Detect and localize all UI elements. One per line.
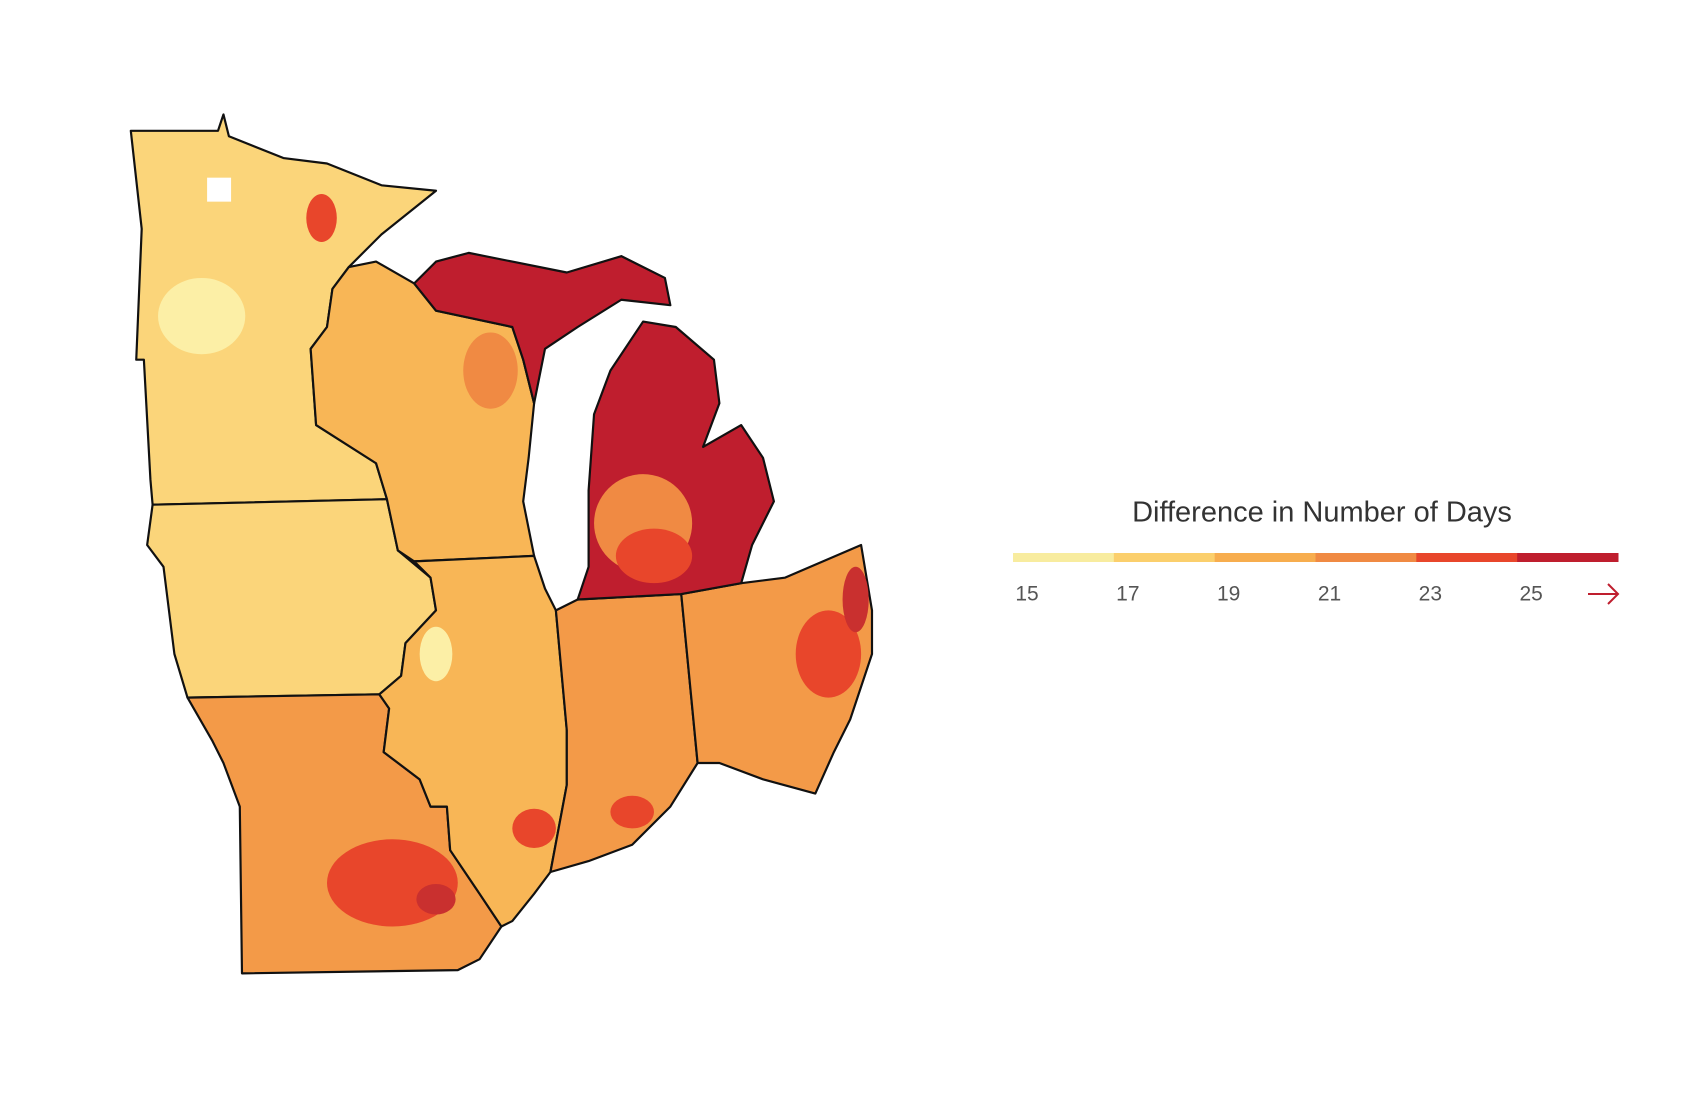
legend-title: Difference in Number of Days	[1132, 497, 1512, 529]
legend-swatch	[1315, 553, 1417, 562]
tick-label: 23	[1419, 583, 1442, 606]
region-mi-up	[413, 251, 672, 405]
pattern	[416, 883, 456, 915]
tick-label: 15	[1015, 583, 1038, 606]
pattern	[419, 626, 453, 682]
pattern	[158, 277, 246, 355]
pattern	[610, 795, 654, 829]
no-data	[207, 177, 232, 202]
pattern	[615, 528, 693, 584]
legend-swatch	[1517, 553, 1619, 562]
region-in	[549, 592, 699, 874]
arrow-head	[1607, 583, 1620, 605]
map	[129, 113, 874, 975]
legend-swatch	[1214, 553, 1316, 562]
legend-arrow	[1588, 583, 1620, 605]
pattern	[463, 332, 518, 409]
tick-label: 17	[1116, 583, 1139, 606]
legend-swatch	[1013, 553, 1115, 562]
tick-label: 21	[1318, 583, 1341, 606]
tick-label: 19	[1217, 583, 1240, 606]
pattern	[842, 566, 869, 633]
legend-swatch	[1416, 553, 1518, 562]
legend-swatch	[1113, 553, 1216, 562]
pattern	[795, 610, 862, 698]
region-oh	[680, 543, 874, 795]
texture	[158, 194, 869, 927]
tick-label: 25	[1519, 583, 1542, 606]
pattern	[306, 194, 337, 242]
legend: 15 17 19 21 23 25	[1013, 553, 1619, 606]
pattern	[512, 808, 556, 849]
